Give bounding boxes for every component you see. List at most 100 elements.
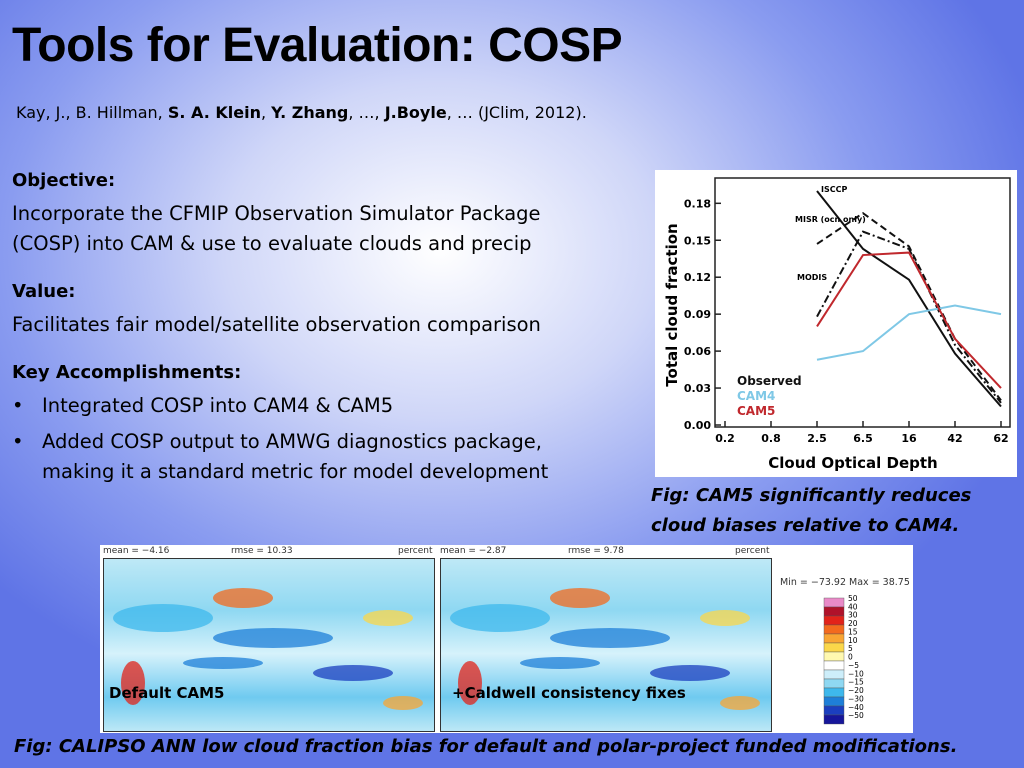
y-tick-label: 0.03 (684, 382, 711, 395)
map-frame (103, 558, 435, 732)
map-patch (363, 610, 413, 626)
citation: Kay, J., B. Hillman, S. A. Klein, Y. Zha… (16, 103, 587, 122)
citation-part: , (260, 103, 272, 122)
colorbar-label: 50 (848, 595, 858, 603)
section-heading: Key Accomplishments: (12, 362, 242, 383)
colorbar-label: 40 (848, 602, 858, 611)
map-art (440, 558, 772, 732)
colorbar-label: 15 (848, 627, 858, 636)
y-tick-label: 0.12 (684, 271, 711, 284)
map-patch (458, 661, 482, 705)
x-tick-label: 16 (901, 432, 917, 445)
colorbar-swatch (823, 633, 845, 644)
section-heading: Objective: (12, 170, 116, 191)
colorbar-label: −20 (848, 686, 864, 695)
map-patch (383, 696, 423, 710)
legend-entry: CAM4 (737, 389, 775, 403)
map (440, 558, 772, 732)
colorbar-label: −50 (848, 711, 864, 720)
section: Objective: Incorporate the CFMIP Observat… (12, 170, 602, 259)
y-tick-label: 0.15 (684, 234, 711, 247)
map-patch (183, 657, 263, 669)
x-axis-label: Cloud Optical Depth (768, 454, 937, 472)
colorbar-swatch (823, 642, 845, 653)
bullet-item: Integrated COSP into CAM4 & CAM5 (12, 391, 602, 421)
bottom-caption: Fig: CALIPSO ANN low cloud fraction bias… (14, 736, 958, 757)
colorbar-swatch (823, 606, 845, 617)
citation-part: , … (JClim, 2012). (446, 103, 587, 122)
colorbar-label: 5 (848, 644, 853, 653)
y-tick-label: 0.06 (684, 345, 711, 358)
chart-panel: 0.00 0.03 0.06 0.09 0.12 0.15 0.18 0.2 0.8 2.5 6.5… (655, 170, 1017, 477)
citation-part: , …, (348, 103, 385, 122)
y-tick-label: 0.18 (684, 197, 711, 210)
x-tick-label: 2.5 (807, 432, 827, 445)
legend-entry: Observed (737, 374, 802, 388)
body-text: Objective: Incorporate the CFMIP Observat… (12, 170, 602, 509)
map-patch (213, 628, 333, 648)
citation-part: S. A. Klein (167, 103, 261, 122)
citation-part: J.Boyle (384, 103, 447, 122)
range-text: Min = −73.92 Max = 38.75 (780, 577, 910, 588)
map-patch (213, 588, 273, 608)
map-patch (450, 604, 550, 632)
chart: 0.00 0.03 0.06 0.09 0.12 0.15 0.18 0.2 0.8 2.5 6.5… (663, 177, 1011, 472)
y-tick-label: 0.00 (684, 419, 711, 432)
colorbar-label: 30 (848, 611, 858, 620)
slide-title: Tools for Evaluation: COSP (12, 19, 623, 72)
map-unit: percent (398, 546, 433, 556)
map-label: Default CAM5 (109, 684, 225, 702)
map-patch (650, 665, 730, 681)
section: Key Accomplishments: Integrated COSP into… (12, 362, 602, 487)
figure-caption: Fig: CAM5 significantly reduces cloud bi… (651, 485, 972, 536)
y-tick-label: 0.09 (684, 308, 711, 321)
colorbar-swatch (823, 714, 845, 725)
section-text: Facilitates fair model/satellite observa… (12, 313, 541, 336)
map-label: +Caldwell consistency fixes (452, 684, 686, 702)
colorbar-swatch (823, 669, 845, 680)
bullet-item: Added COSP output to AMWG diagnostics pa… (12, 427, 602, 487)
x-tick-label: 6.5 (853, 432, 873, 445)
map-patch (700, 610, 750, 626)
map-panel: mean = −4.16 rmse = 10.33 percent Default C… (100, 545, 913, 733)
series-annotation: ISCCP (821, 185, 847, 194)
map-patch (121, 661, 145, 705)
series-line (816, 251, 1002, 389)
x-tick-label: 0.2 (715, 432, 735, 445)
section-text: Incorporate the CFMIP Observation Simula… (12, 202, 541, 255)
map-patch (720, 696, 760, 710)
section: Value: Facilitates fair model/satellite o… (12, 281, 602, 340)
colorbar-swatch (823, 678, 845, 689)
series-annotation: MODIS (797, 273, 827, 282)
x-tick-label: 0.8 (761, 432, 781, 445)
colorbar-swatch (823, 597, 845, 608)
colorbar-label: −5 (848, 661, 859, 670)
map-unit: percent (735, 546, 770, 556)
map-rmse: rmse = 9.78 (568, 546, 624, 556)
series-line (816, 304, 1002, 361)
colorbar-swatch (823, 651, 845, 662)
map-patch (113, 604, 213, 632)
colorbar-label: −15 (848, 678, 864, 687)
map-patch (550, 628, 670, 648)
map-mean: mean = −4.16 (103, 546, 170, 556)
series-line (816, 211, 1002, 401)
x-tick-label: 42 (947, 432, 962, 445)
colorbar-label: −10 (848, 669, 864, 678)
legend-entry: CAM5 (737, 404, 775, 418)
map-frame (440, 558, 772, 732)
colorbar-label: 10 (848, 636, 858, 645)
section-heading: Value: (12, 281, 76, 302)
map-patch (550, 588, 610, 608)
colorbar-label: −40 (848, 703, 864, 712)
colorbar-label: 0 (848, 653, 853, 662)
colorbar-swatch (823, 696, 845, 707)
y-axis-label: Total cloud fraction (663, 223, 681, 386)
x-tick-label: 62 (993, 432, 1008, 445)
series-line (816, 230, 1002, 404)
colorbar-swatch (823, 615, 845, 626)
series-line (816, 190, 1002, 408)
colorbar-swatch (823, 705, 845, 716)
